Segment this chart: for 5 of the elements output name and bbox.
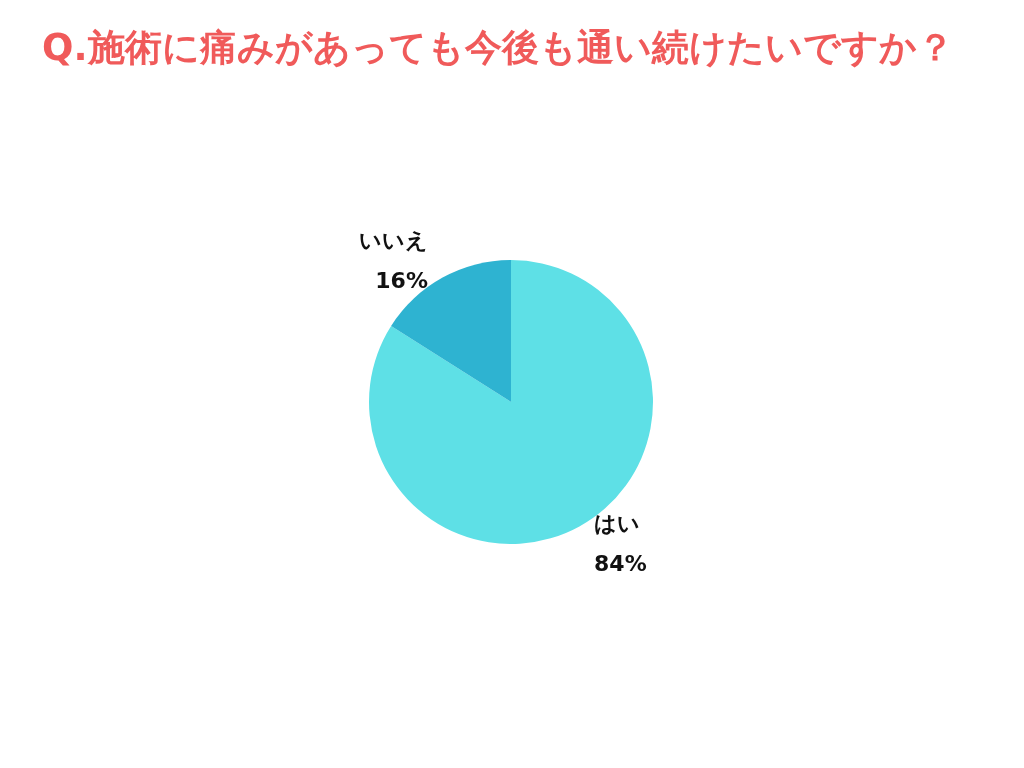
- data-label: 84%: [594, 551, 647, 577]
- slice-label: いいえ: [358, 227, 428, 253]
- slice-label: はい: [594, 511, 641, 537]
- chart-title: Q.施術に痛みがあっても今後も通い続けたいですか？: [42, 25, 954, 69]
- data-label: 16%: [375, 267, 428, 293]
